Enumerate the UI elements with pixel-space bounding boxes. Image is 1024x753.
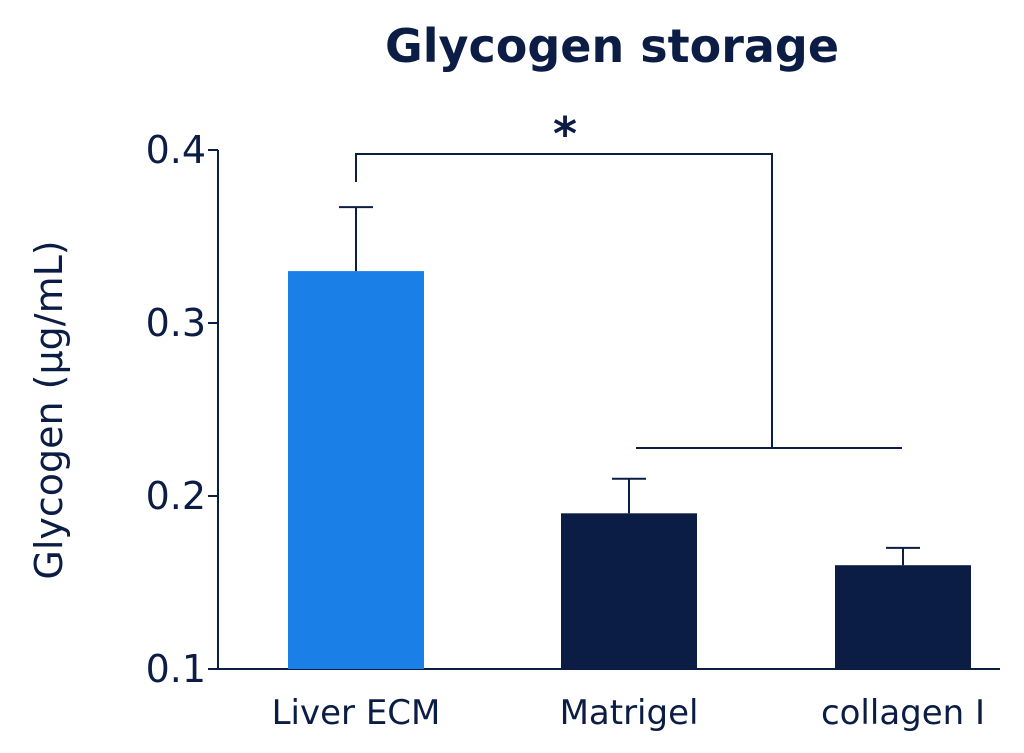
y-tick-label: 0.3: [146, 301, 206, 345]
y-ticks: 0.1 0.2 0.3 0.4: [146, 128, 218, 691]
y-axis-label: Glycogen (µg/mL): [27, 240, 71, 579]
error-bars: [339, 206, 920, 566]
bars: [288, 271, 971, 669]
y-tick-label: 0.4: [146, 128, 206, 172]
x-category-labels: Liver ECM Matrigel collagen I: [272, 693, 985, 733]
chart-title: Glycogen storage: [385, 19, 839, 73]
significance-bracket-upper: [355, 153, 773, 448]
significance-annotation: *: [355, 107, 902, 449]
x-category-label: collagen I: [821, 693, 985, 733]
bar: [288, 271, 424, 669]
x-category-label: Matrigel: [560, 693, 699, 733]
y-tick-label: 0.2: [146, 474, 206, 518]
significance-star: *: [553, 107, 577, 161]
bar: [561, 513, 697, 669]
y-tick-label: 0.1: [146, 647, 206, 691]
x-category-label: Liver ECM: [272, 693, 441, 733]
bar: [835, 565, 971, 669]
